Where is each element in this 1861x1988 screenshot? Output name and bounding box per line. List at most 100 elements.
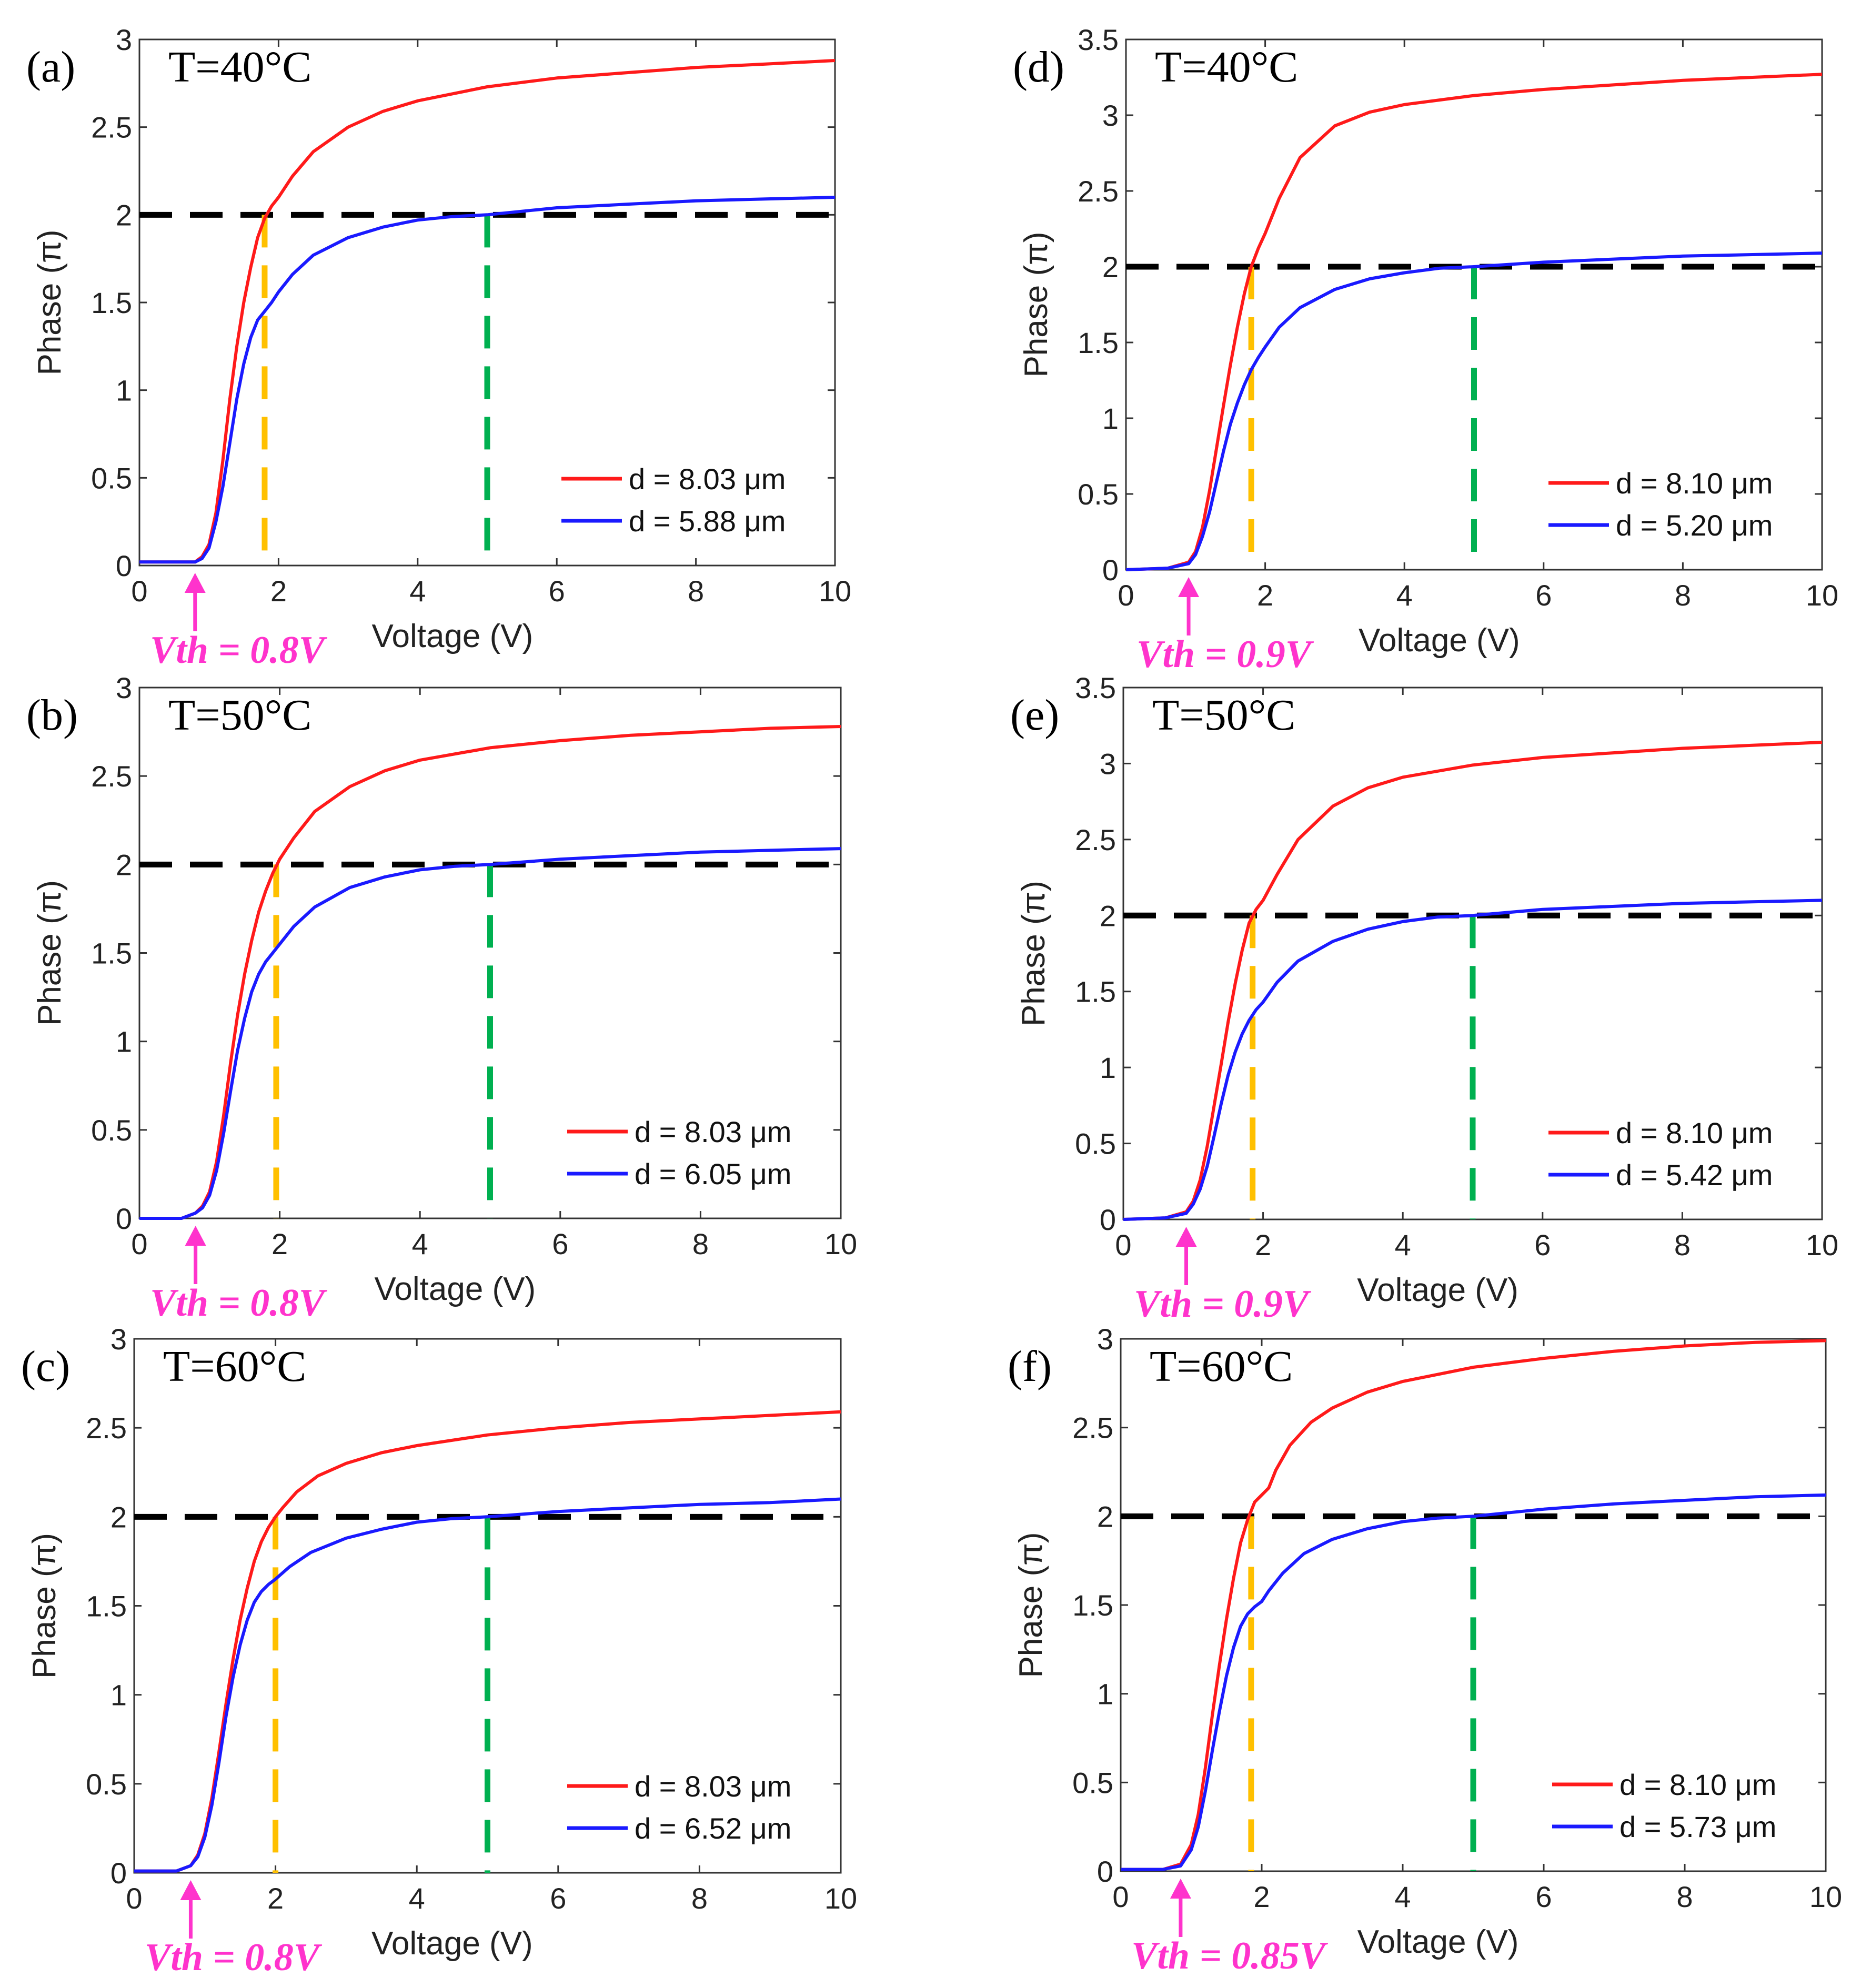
- x-tick-label: 0: [131, 574, 147, 608]
- panel-label: (f): [1008, 1342, 1052, 1391]
- vth-arrow-icon: [1178, 577, 1200, 597]
- y-tick-label: 0: [116, 1202, 132, 1235]
- x-tick-label: 2: [270, 574, 287, 608]
- legend-entry: d = 8.10 μm: [1616, 1116, 1773, 1149]
- series-line-blue: [1123, 899, 1823, 1221]
- legend-entry: d = 6.05 μm: [635, 1157, 791, 1190]
- x-tick-label: 6: [1535, 1880, 1552, 1913]
- temperature-label: T=50°C: [168, 691, 311, 740]
- x-tick-label: 0: [126, 1882, 142, 1915]
- y-tick-label: 0: [116, 549, 132, 582]
- x-tick-label: 8: [1676, 1880, 1693, 1913]
- y-tick-label: 0: [1100, 1203, 1116, 1236]
- x-axis-label: Voltage (V): [371, 1925, 533, 1962]
- x-tick-label: 4: [1396, 579, 1413, 612]
- legend-entry: d = 8.10 μm: [1619, 1768, 1776, 1801]
- x-tick-label: 4: [409, 574, 426, 608]
- legend-entry: d = 5.88 μm: [629, 504, 786, 538]
- vth-label: Vth = 0.8V: [145, 1936, 323, 1979]
- vth-arrow-icon: [185, 1226, 206, 1246]
- legend-entry: d = 8.03 μm: [635, 1770, 791, 1803]
- y-tick-label: 0: [110, 1856, 127, 1890]
- legend-entry: d = 5.42 μm: [1616, 1158, 1773, 1192]
- x-tick-label: 2: [1257, 579, 1273, 612]
- series-line-blue: [134, 1497, 841, 1873]
- x-axis-label: Voltage (V): [1357, 1924, 1519, 1960]
- y-tick-label: 1: [1102, 402, 1119, 435]
- x-tick-label: 8: [688, 574, 704, 608]
- y-axis-label: Phase (π): [26, 1533, 63, 1679]
- series-line-blue: [139, 196, 836, 564]
- panel-label: (e): [1010, 691, 1059, 740]
- y-axis-label: Phase (π): [32, 880, 68, 1026]
- series-line-red: [1125, 73, 1823, 571]
- y-tick-label: 0.5: [91, 1114, 132, 1147]
- vth-label: Vth = 0.85V: [1131, 1934, 1329, 1977]
- legend-entry: d = 5.73 μm: [1619, 1810, 1776, 1843]
- vth-label: Vth = 0.8V: [150, 629, 328, 672]
- series-line-red: [139, 59, 836, 564]
- x-tick-label: 2: [1255, 1228, 1271, 1262]
- y-tick-label: 2: [116, 848, 132, 881]
- x-tick-label: 10: [1809, 1880, 1842, 1913]
- y-tick-label: 0: [1102, 553, 1119, 587]
- y-tick-label: 3: [1100, 747, 1116, 780]
- y-tick-label: 1.5: [86, 1590, 127, 1623]
- vth-label: Vth = 0.9V: [1134, 1283, 1312, 1326]
- y-tick-label: 3: [1097, 1323, 1113, 1356]
- temperature-label: T=40°C: [168, 43, 311, 92]
- x-tick-label: 2: [267, 1882, 284, 1915]
- temperature-label: T=50°C: [1152, 691, 1295, 740]
- legend-entry: d = 8.03 μm: [635, 1115, 791, 1148]
- y-tick-label: 2.5: [1078, 175, 1119, 208]
- y-tick-label: 1: [1100, 1051, 1116, 1084]
- x-tick-label: 8: [1675, 579, 1691, 612]
- x-tick-label: 10: [819, 574, 851, 608]
- x-axis-label: Voltage (V): [1359, 622, 1520, 659]
- y-tick-label: 1.5: [1075, 975, 1116, 1008]
- x-axis-label: Voltage (V): [374, 1271, 536, 1307]
- vth-arrow-icon: [180, 1880, 202, 1900]
- x-tick-label: 4: [409, 1882, 425, 1915]
- y-tick-label: 3: [110, 1323, 127, 1356]
- temperature-label: T=40°C: [1155, 43, 1298, 92]
- series-line-blue: [139, 847, 841, 1220]
- panel-c: 0 2 4 6 8 10 0 0.5 1 1.5 2 2.5 3 Voltage (V) Phase (π)…: [21, 1323, 857, 1979]
- y-tick-label: 1.5: [1078, 326, 1119, 359]
- y-tick-label: 1: [116, 1025, 132, 1058]
- panel-b: 0 2 4 6 8 10 0 0.5 1 1.5 2 2.5 3 Voltage (V) Phase (π)…: [26, 671, 857, 1325]
- x-tick-label: 0: [1112, 1880, 1129, 1913]
- temperature-label: T=60°C: [163, 1342, 306, 1391]
- y-tick-label: 0.5: [1078, 478, 1119, 511]
- y-tick-label: 3: [116, 23, 132, 56]
- vth-arrow-icon: [1175, 1227, 1197, 1247]
- vth-arrow-icon: [1170, 1879, 1191, 1899]
- x-tick-label: 4: [412, 1227, 428, 1260]
- panel-label: (a): [26, 43, 75, 92]
- panel-e: 0 2 4 6 8 10 0 0.5 1 1.5 2 2.5 3 3.5 Voltage (V) Phase …: [1010, 671, 1838, 1326]
- y-tick-label: 1: [110, 1679, 127, 1712]
- y-tick-label: 2: [1102, 250, 1119, 284]
- series-line-red: [1121, 1339, 1826, 1871]
- series-line-blue: [1125, 251, 1823, 571]
- y-tick-label: 3: [1102, 99, 1119, 132]
- panel-label: (c): [21, 1342, 70, 1391]
- y-tick-label: 3: [116, 671, 132, 704]
- y-tick-label: 0.5: [1075, 1127, 1116, 1160]
- y-axis-label: Phase (π): [32, 229, 68, 375]
- x-axis-label: Voltage (V): [372, 618, 534, 654]
- y-axis-label: Phase (π): [1015, 881, 1052, 1026]
- y-tick-label: 2: [116, 198, 132, 231]
- panel-a: 0 2 4 6 8 10 0 0.5 1 1.5 2 2.5 3 Voltage (V) Phase (π)…: [26, 23, 851, 672]
- y-tick-label: 0: [1097, 1855, 1113, 1888]
- x-tick-label: 10: [824, 1882, 857, 1915]
- y-tick-label: 2.5: [91, 111, 132, 144]
- x-tick-label: 0: [131, 1227, 147, 1260]
- y-tick-label: 2.5: [1075, 823, 1116, 856]
- y-tick-label: 0.5: [86, 1768, 127, 1801]
- y-tick-label: 2.5: [1072, 1411, 1113, 1445]
- x-tick-label: 2: [271, 1227, 288, 1260]
- x-tick-label: 6: [1534, 1228, 1551, 1262]
- panel-label: (b): [26, 691, 78, 740]
